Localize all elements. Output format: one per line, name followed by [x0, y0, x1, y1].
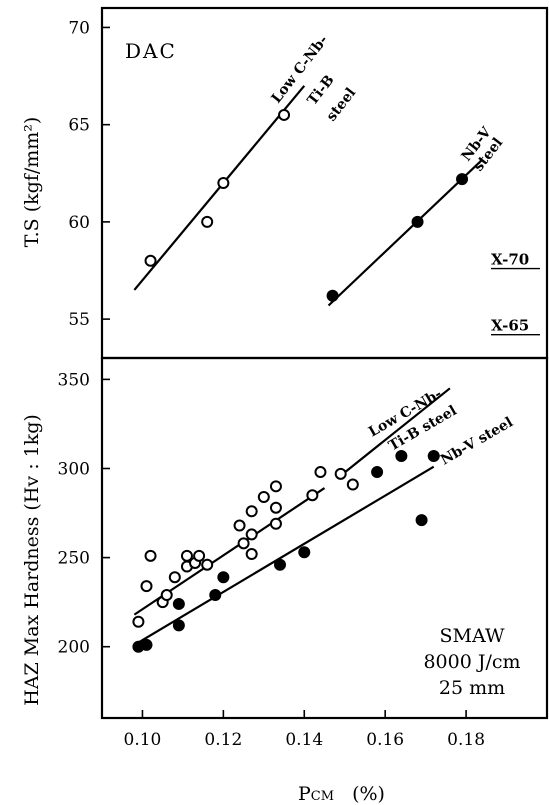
bottom-filled-point	[415, 514, 428, 527]
svg-text:Nb-V steel: Nb-V steel	[438, 414, 516, 468]
bottom-nbv-annotation: Nb-V steel	[438, 414, 516, 468]
x-tick-label: 0.12	[204, 730, 242, 750]
panel-label-dac: DAC	[125, 39, 177, 63]
bottom-fit-line-nbv	[133, 465, 435, 646]
bottom-open-point	[269, 480, 282, 493]
top-y-tick-label: 55	[68, 310, 90, 330]
x-tick-label: 0.10	[124, 730, 162, 750]
bottom-filled-point	[427, 450, 440, 463]
bottom-open-point	[346, 478, 359, 491]
x-axis-title-unit: (%)	[352, 783, 385, 805]
bottom-filled-point	[209, 589, 222, 602]
bottom-y-tick-label: 300	[58, 459, 90, 479]
bottom-y-tick-label: 200	[58, 638, 90, 658]
top-open-point	[201, 215, 214, 228]
bottom-open-point	[306, 489, 319, 502]
bottom-filled-point	[371, 466, 384, 479]
x-axis-title: PCM (%)	[298, 783, 385, 805]
bottom-y-tick-label: 350	[58, 370, 90, 390]
chart-marks: 55 60 65 70 200 250 300 350 0.10 0.12 0.14 0.16 0.18…	[58, 18, 540, 750]
bottom-open-point	[144, 549, 157, 562]
x-axis-title-sub: CM	[311, 789, 334, 804]
bottom-open-point	[269, 501, 282, 514]
bottom-filled-point	[274, 558, 286, 571]
bottom-filled-point	[395, 450, 408, 463]
bottom-open-point	[245, 528, 258, 541]
x-tick-label: 0.18	[447, 730, 485, 750]
top-fit-line-low-c	[133, 85, 306, 291]
bottom-open-point	[193, 549, 206, 562]
reference-line-label: X-65	[491, 317, 529, 335]
x-tick-label: 0.16	[366, 730, 404, 750]
bottom-open-point	[237, 537, 250, 550]
top-fit-line-nbv	[327, 158, 484, 307]
top-open-point	[144, 254, 157, 267]
bottom-filled-point	[172, 619, 185, 632]
top-filled-point	[456, 173, 469, 186]
top-open-point	[217, 177, 230, 189]
bottom-open-point	[269, 517, 282, 530]
bottom-filled-point	[298, 546, 311, 559]
top-y-tick-label: 60	[68, 213, 90, 233]
x-tick-label: 0.14	[285, 730, 323, 750]
bottom-y-tick-label: 250	[58, 549, 90, 569]
top-filled-point	[411, 215, 424, 228]
bottom-open-point	[160, 589, 173, 602]
bottom-open-point	[245, 505, 258, 518]
bottom-open-point	[334, 467, 347, 480]
bottom-open-point	[233, 519, 246, 532]
bottom-panel-frame	[100, 356, 549, 720]
bottom-filled-point	[140, 638, 153, 651]
top-filled-point	[326, 289, 339, 302]
top-y-axis-title: T.S (kgf/mm²)	[21, 117, 43, 248]
bottom-filled-point	[172, 597, 185, 610]
top-open-point	[278, 108, 291, 121]
reference-line-label: X-70	[491, 251, 529, 269]
bottom-y-axis-title: HAZ Max Hardness (Hv : 1kg)	[21, 414, 43, 706]
bottom-open-point	[245, 548, 258, 561]
bottom-open-point	[257, 491, 270, 504]
bottom-open-point	[140, 580, 153, 593]
bottom-filled-point	[217, 571, 230, 584]
x-axis-title-main: P	[298, 783, 311, 805]
bottom-open-point	[314, 466, 327, 479]
bottom-open-point	[201, 558, 214, 571]
condition-thickness: 25 mm	[439, 677, 505, 699]
condition-heat-input: 8000 J/cm	[423, 651, 520, 673]
top-y-tick-label: 70	[68, 18, 90, 38]
bottom-open-point	[168, 571, 181, 584]
top-y-tick-label: 65	[68, 116, 90, 136]
bottom-fit-line-low-c-extension	[339, 387, 451, 477]
condition-process: SMAW	[440, 625, 505, 647]
bottom-open-point	[132, 615, 145, 628]
